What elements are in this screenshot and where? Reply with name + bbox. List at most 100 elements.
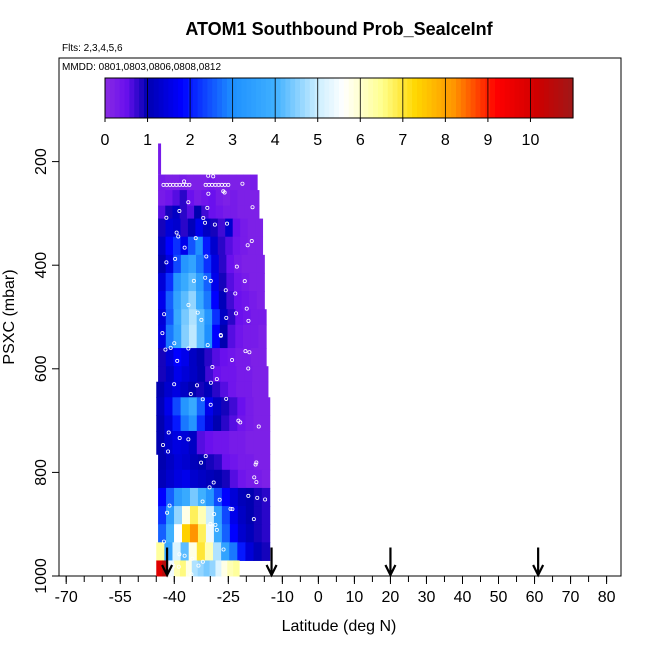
colorbar-segment	[387, 78, 394, 118]
profile-cell	[253, 415, 263, 432]
profile-cell	[213, 524, 223, 543]
profile-cell	[187, 236, 196, 256]
profile-cell	[236, 381, 245, 398]
colorbar-segment	[226, 78, 233, 118]
profile-cell	[189, 506, 199, 525]
profile-cell	[244, 205, 253, 220]
profile-cell	[258, 309, 267, 326]
profile-cell	[162, 560, 169, 577]
profile-cell	[221, 506, 231, 525]
data-point-marker	[236, 418, 241, 423]
x-tick-label: -10	[271, 589, 294, 606]
profile-cell	[226, 254, 235, 274]
data-point-marker	[218, 333, 223, 338]
profile-cell	[235, 174, 244, 191]
profile-cell	[180, 291, 189, 310]
profile-cell	[158, 254, 167, 274]
profile-cell	[203, 272, 212, 292]
profile-cell	[221, 397, 230, 416]
data-point-marker	[214, 527, 219, 532]
profile-cell	[158, 174, 166, 191]
profile-cell	[218, 291, 227, 310]
profile-cell	[213, 487, 223, 507]
profile-cell	[228, 366, 238, 383]
profile-cell	[158, 324, 167, 349]
x-tick-label: -40	[163, 589, 186, 606]
colorbar-segment	[499, 78, 506, 118]
profile-cell	[188, 291, 197, 310]
data-point-marker	[186, 302, 191, 307]
profile-cell	[205, 454, 215, 471]
x-tick-label: 50	[490, 589, 508, 606]
profile-cell	[230, 205, 238, 220]
profile-cell	[261, 487, 271, 507]
profile-cell	[173, 309, 182, 326]
profile-cell	[261, 430, 271, 455]
profile-cell	[166, 487, 175, 507]
data-point-marker	[164, 260, 169, 265]
colorbar-segment	[397, 78, 403, 118]
profile-cell	[253, 542, 263, 561]
profile-cell	[233, 560, 240, 577]
colorbar-segment	[231, 78, 238, 118]
data-point-marker	[217, 497, 222, 502]
colorbar-segment	[134, 78, 140, 118]
data-point-marker	[234, 311, 239, 316]
profile-cell	[258, 324, 267, 349]
colorbar-segment	[417, 78, 423, 118]
data-point-marker	[226, 182, 231, 187]
data-point-marker	[200, 397, 205, 402]
colorbar-segment	[324, 78, 330, 118]
data-point-marker	[245, 243, 250, 248]
colorbar-segment	[353, 78, 360, 118]
data-point-marker	[174, 230, 179, 235]
profile-cell	[212, 348, 221, 367]
profile-cell	[213, 397, 222, 416]
colorbar-tick-label: 10	[522, 132, 540, 149]
colorbar-segment	[334, 78, 340, 118]
colorbar-segment	[222, 78, 228, 118]
colorbar-segment	[197, 78, 204, 118]
profile-cell	[173, 272, 182, 292]
profile-cell	[256, 254, 265, 274]
profile-cell	[182, 469, 191, 489]
data-point-marker	[200, 559, 205, 564]
profile-cell	[179, 560, 187, 577]
data-point-marker	[182, 179, 187, 184]
profile-cell	[174, 524, 183, 543]
data-point-marker	[211, 480, 216, 485]
data-point-marker	[230, 358, 235, 363]
profile-cell	[213, 430, 222, 455]
profile-cell	[221, 415, 230, 432]
profile-cell	[236, 366, 245, 383]
profile-cell	[253, 397, 263, 416]
profile-cell	[240, 236, 249, 256]
data-point-marker	[230, 507, 235, 512]
data-point-marker	[208, 402, 213, 407]
colorbar-segment	[105, 78, 111, 118]
x-tick-label: -55	[109, 589, 132, 606]
profile-cell	[174, 454, 183, 471]
profile-cell	[165, 324, 175, 349]
x-tick-label: -25	[217, 589, 240, 606]
colorbar-tick-label: 3	[228, 132, 237, 149]
profile-cell	[166, 469, 175, 489]
profile-cell	[165, 272, 174, 292]
data-point-marker	[223, 288, 228, 293]
colorbar-segment	[548, 78, 555, 118]
profile-cell	[197, 454, 207, 471]
profile-cell	[252, 366, 261, 383]
profile-cell	[196, 348, 205, 367]
profile-cell	[179, 205, 188, 220]
profile-cell	[173, 291, 182, 310]
data-point-marker	[177, 209, 182, 214]
colorbar-segment	[368, 78, 374, 118]
data-point-marker	[160, 331, 165, 336]
data-point-marker	[182, 553, 187, 558]
data-point-marker	[201, 216, 206, 221]
profile-cell	[229, 430, 238, 455]
profile-cell	[166, 524, 175, 543]
data-point-marker	[221, 547, 226, 552]
data-point-marker	[189, 572, 194, 577]
data-point-marker	[182, 245, 187, 250]
